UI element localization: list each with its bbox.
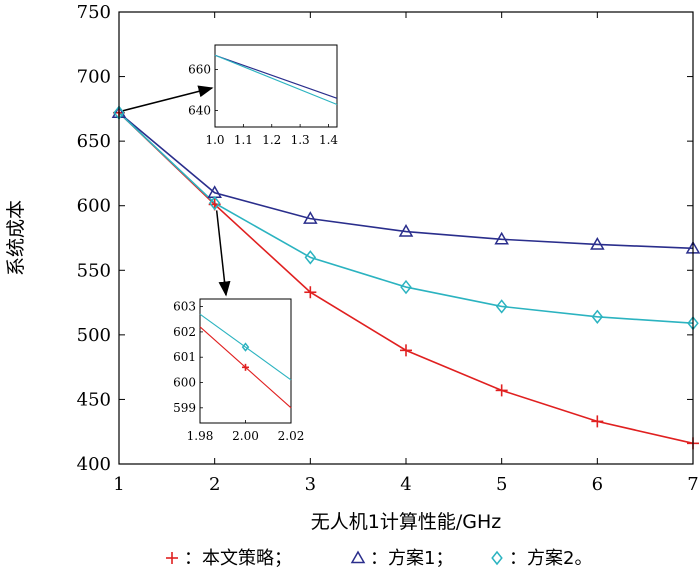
inset-bottom-line-2 [199, 313, 292, 381]
series-3-point-shape [304, 250, 317, 265]
inset-top-y-tick-label: 640 [188, 104, 211, 118]
inset-top-y-tick-label: 660 [188, 63, 211, 77]
series-1-point [304, 286, 317, 299]
legend-label-2: ：方案1； [370, 548, 453, 569]
series-line-2 [118, 112, 694, 250]
zoom-arrow-bottom [215, 210, 231, 297]
series-3-point-shape [208, 195, 221, 211]
x-axis-title: 无人机1计算性能/GHz [311, 511, 502, 533]
inset-bottom: 1.98 2.00 2.02 599 600 601 602 603 [173, 298, 305, 443]
inset-bottom-marker-1 [242, 363, 249, 371]
legend-marker-1 [166, 552, 178, 564]
series-3-point [400, 279, 412, 295]
inset-top-line-1 [214, 54, 338, 99]
inset-bottom-y-tick-label: 603 [173, 300, 196, 314]
inset-top-frame [214, 44, 338, 128]
y-tick-label: 750 [77, 2, 111, 23]
series-2-point-shape [590, 236, 605, 250]
y-tick-label: 400 [77, 454, 111, 475]
y-tick-label: 500 [77, 325, 111, 346]
x-tick-label: 4 [400, 474, 411, 495]
y-tick-label: 600 [77, 196, 111, 217]
inset-top: 1.0 1.1 1.2 1.3 1.4 640 660 [188, 44, 338, 147]
inset-bottom-x-tick-label: 2.00 [232, 429, 259, 443]
zoom-arrow-top [122, 85, 214, 112]
series-2-point [494, 231, 509, 245]
series-3-point-shape [495, 299, 508, 314]
y-axis-title: 系统成本 [5, 200, 27, 276]
y-tick-label: 450 [77, 389, 111, 410]
inset-bottom-marker-2 [241, 342, 250, 352]
inset-bottom-y-tick-label: 600 [173, 376, 196, 390]
inset-top-x-tick-label: 1.1 [234, 133, 253, 147]
x-tick-label: 1 [113, 474, 124, 495]
y-tick-label: 550 [77, 260, 111, 281]
inset-top-x-tick-label: 1.3 [291, 133, 310, 147]
y-tick-label: 700 [77, 67, 111, 88]
inset-top-x-tick-label: 1.4 [319, 133, 338, 147]
series-2-point-shape [303, 211, 318, 224]
y-tick-label: 650 [77, 131, 111, 152]
series-1-point [495, 384, 508, 397]
series-1-point [400, 344, 412, 357]
inset-bottom-x-tick-label: 2.02 [278, 429, 305, 443]
inset-top-x-tick-label: 1.0 [205, 133, 224, 147]
series-3-point [208, 195, 221, 211]
x-tick-label: 7 [687, 474, 698, 495]
x-tick-label: 2 [209, 474, 220, 495]
inset-bottom-y-tick-label: 601 [173, 350, 196, 364]
series-2-point [590, 236, 605, 250]
series-2-point-shape [398, 224, 414, 237]
inset-bottom-y-tick-label: 602 [173, 325, 196, 339]
x-tick-label: 3 [305, 474, 316, 495]
inset-bottom-y-tick-label: 599 [173, 401, 196, 415]
legend-marker-3 [491, 550, 503, 566]
inset-bottom-x-tick-label: 1.98 [187, 429, 214, 443]
legend-label-3: ：方案2。 [509, 548, 592, 569]
series-3-point-shape [400, 279, 412, 295]
series-1-point [591, 415, 604, 428]
inset-bottom-marker-2-shape [241, 342, 250, 352]
inset-top-x-tick-label: 1.2 [262, 133, 281, 147]
inset-bottom-frame [199, 298, 292, 424]
legend-marker-2-shape [350, 550, 366, 564]
legend-marker-3-shape [491, 550, 503, 566]
series-2-point [303, 211, 318, 224]
legend-label-1: ：本文策略； [184, 548, 292, 569]
x-tick-label: 5 [496, 474, 507, 495]
series-3-point [495, 299, 508, 314]
legend-marker-2 [350, 550, 366, 564]
x-tick-label: 6 [592, 474, 603, 495]
series-2-point [398, 224, 414, 237]
series-3-point [591, 309, 604, 324]
series-3-point-shape [591, 309, 604, 324]
inset-top-line-2 [214, 54, 338, 105]
series-3-point [304, 250, 317, 265]
series-2-point-shape [494, 231, 509, 245]
